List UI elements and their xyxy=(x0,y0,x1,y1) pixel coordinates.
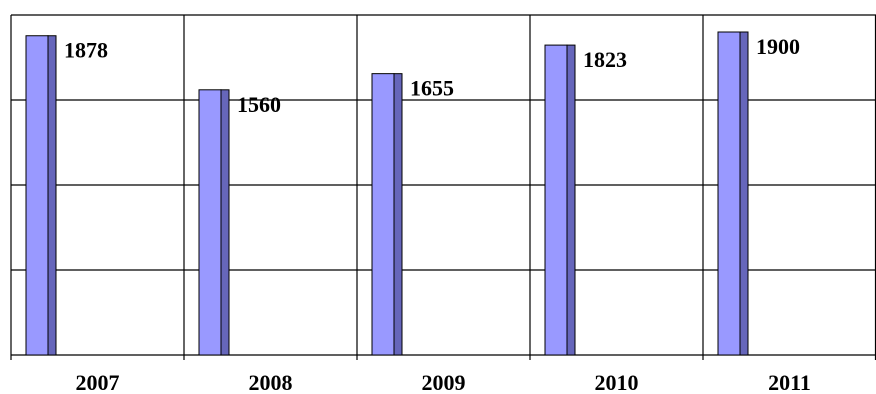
bar-side xyxy=(739,31,749,356)
bar-face xyxy=(371,73,395,356)
tick-label-2009: 2009 xyxy=(422,370,466,394)
bar-2007 xyxy=(25,35,57,356)
tick-label-2007: 2007 xyxy=(76,370,120,394)
tick-label-2008: 2008 xyxy=(249,370,293,394)
bar-face xyxy=(198,89,222,356)
bar-face xyxy=(717,31,741,356)
bar-2010 xyxy=(544,44,576,356)
bar-side xyxy=(47,35,57,356)
bar-face xyxy=(25,35,49,356)
bar-2011 xyxy=(717,31,749,356)
data-labels: 1878 1560 1655 1823 1900 xyxy=(64,34,800,117)
data-label-2009: 1655 xyxy=(410,76,454,101)
data-label-2010: 1823 xyxy=(583,47,627,72)
bars xyxy=(25,31,749,356)
x-axis-tick-labels: 2007 2008 2009 2010 2011 xyxy=(76,370,811,394)
tick-label-2011: 2011 xyxy=(768,370,811,394)
bar-2009 xyxy=(371,73,403,356)
data-label-2008: 1560 xyxy=(237,92,281,117)
data-label-2007: 1878 xyxy=(64,38,108,63)
bar-side xyxy=(220,89,230,356)
tick-label-2010: 2010 xyxy=(595,370,639,394)
bar-side xyxy=(393,73,403,356)
bar-2008 xyxy=(198,89,230,356)
data-label-2011: 1900 xyxy=(756,34,800,59)
bar-side xyxy=(566,44,576,356)
bar-face xyxy=(544,44,568,356)
